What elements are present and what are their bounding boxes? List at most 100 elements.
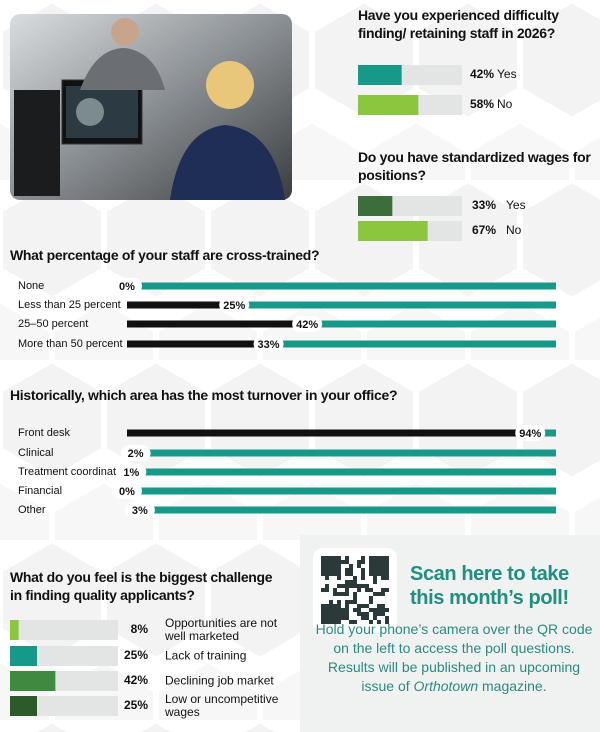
poll-text: Hold your phone’s camera over the QR cod…	[315, 621, 593, 694]
bar	[127, 340, 269, 348]
bar	[10, 671, 56, 691]
qr-module	[377, 612, 381, 616]
qr-module	[337, 592, 341, 596]
qr-module	[369, 556, 373, 560]
qr-module	[337, 612, 341, 616]
qr-module	[361, 584, 365, 588]
qr-module	[369, 564, 373, 568]
qr-module	[353, 584, 357, 588]
value-label: 42%	[470, 67, 494, 81]
qr-module	[345, 580, 349, 584]
qr-module	[365, 588, 369, 592]
qr-module	[325, 560, 329, 564]
category-label: Treatment coordinator	[18, 466, 126, 478]
qr-module	[337, 604, 341, 608]
qr-module	[377, 608, 381, 612]
qr-module	[329, 608, 333, 612]
qr-module	[369, 608, 373, 612]
value-label: 42%	[296, 319, 318, 331]
value-label: 25%	[124, 648, 148, 662]
qr-module	[333, 568, 337, 572]
chart-title: Historically, which area has the most tu…	[10, 387, 398, 403]
qr-module	[365, 612, 369, 616]
qr-module	[329, 560, 333, 564]
value-label: 33%	[258, 339, 280, 351]
value-label: 3%	[132, 505, 148, 517]
qr-module	[333, 572, 337, 576]
category-label: Other	[18, 504, 46, 516]
qr-module	[353, 592, 357, 596]
qr-module	[337, 572, 341, 576]
qr-module	[373, 592, 377, 596]
value-label: 94%	[519, 428, 541, 440]
bar-remainder	[131, 468, 557, 476]
bar	[358, 95, 419, 115]
bar-remainder	[127, 487, 556, 495]
qr-module	[381, 612, 385, 616]
qr-module	[329, 572, 333, 576]
qr-module	[333, 556, 337, 560]
qr-module	[353, 608, 357, 612]
qr-module	[349, 568, 353, 572]
qr-module	[377, 572, 381, 576]
qr-module	[349, 564, 353, 568]
qr-module	[377, 604, 381, 608]
qr-module	[381, 572, 385, 576]
qr-module	[337, 568, 341, 572]
category-label: 25–50 percent	[18, 318, 88, 330]
qr-module	[333, 612, 337, 616]
qr-module	[369, 568, 373, 572]
qr-module	[349, 600, 353, 604]
qr-module	[337, 556, 341, 560]
category-label: Low or uncompetitive wages	[165, 692, 279, 719]
qr-module	[353, 600, 357, 604]
qr-module	[341, 608, 345, 612]
qr-module	[345, 556, 349, 560]
qr-module	[365, 604, 369, 608]
value-bubble	[112, 278, 142, 294]
qr-module	[329, 616, 333, 620]
qr-module	[345, 600, 349, 604]
value-label: 1%	[123, 467, 139, 479]
qr-module	[369, 600, 373, 604]
qr-module	[345, 592, 349, 596]
qr-module	[377, 592, 381, 596]
qr-module	[373, 564, 377, 568]
qr-module	[325, 588, 329, 592]
qr-module	[353, 620, 357, 624]
qr-module	[345, 612, 349, 616]
bar-remainder	[307, 320, 556, 328]
bar	[358, 65, 402, 85]
category-label: None	[18, 280, 44, 292]
value-bubble	[112, 483, 142, 499]
qr-module	[325, 576, 329, 580]
photo	[10, 14, 292, 200]
bar	[10, 696, 37, 716]
bar	[10, 620, 19, 640]
category-label: Financial	[18, 485, 62, 497]
qr-module	[329, 600, 333, 604]
qr-module	[329, 556, 333, 560]
category-label: Yes	[506, 198, 526, 212]
poll-body: Hold your phone’s camera over the QR cod…	[314, 620, 594, 696]
qr-module	[329, 620, 333, 624]
chart-title: What do you feel is the biggest challeng…	[10, 569, 273, 603]
qr-module	[357, 560, 361, 564]
qr-module	[361, 576, 365, 580]
qr-module	[325, 564, 329, 568]
qr-module	[353, 576, 357, 580]
qr-module	[341, 560, 345, 564]
qr-module	[333, 564, 337, 568]
qr-module	[357, 584, 361, 588]
bar	[358, 196, 393, 216]
bar	[127, 429, 531, 437]
qr-module	[345, 560, 349, 564]
qr-module	[361, 568, 365, 572]
qr-module	[333, 620, 337, 624]
qr-module	[381, 588, 385, 592]
qr-module	[333, 608, 337, 612]
qr-module	[369, 596, 373, 600]
qr-module	[325, 620, 329, 624]
category-label: Yes	[497, 67, 517, 81]
